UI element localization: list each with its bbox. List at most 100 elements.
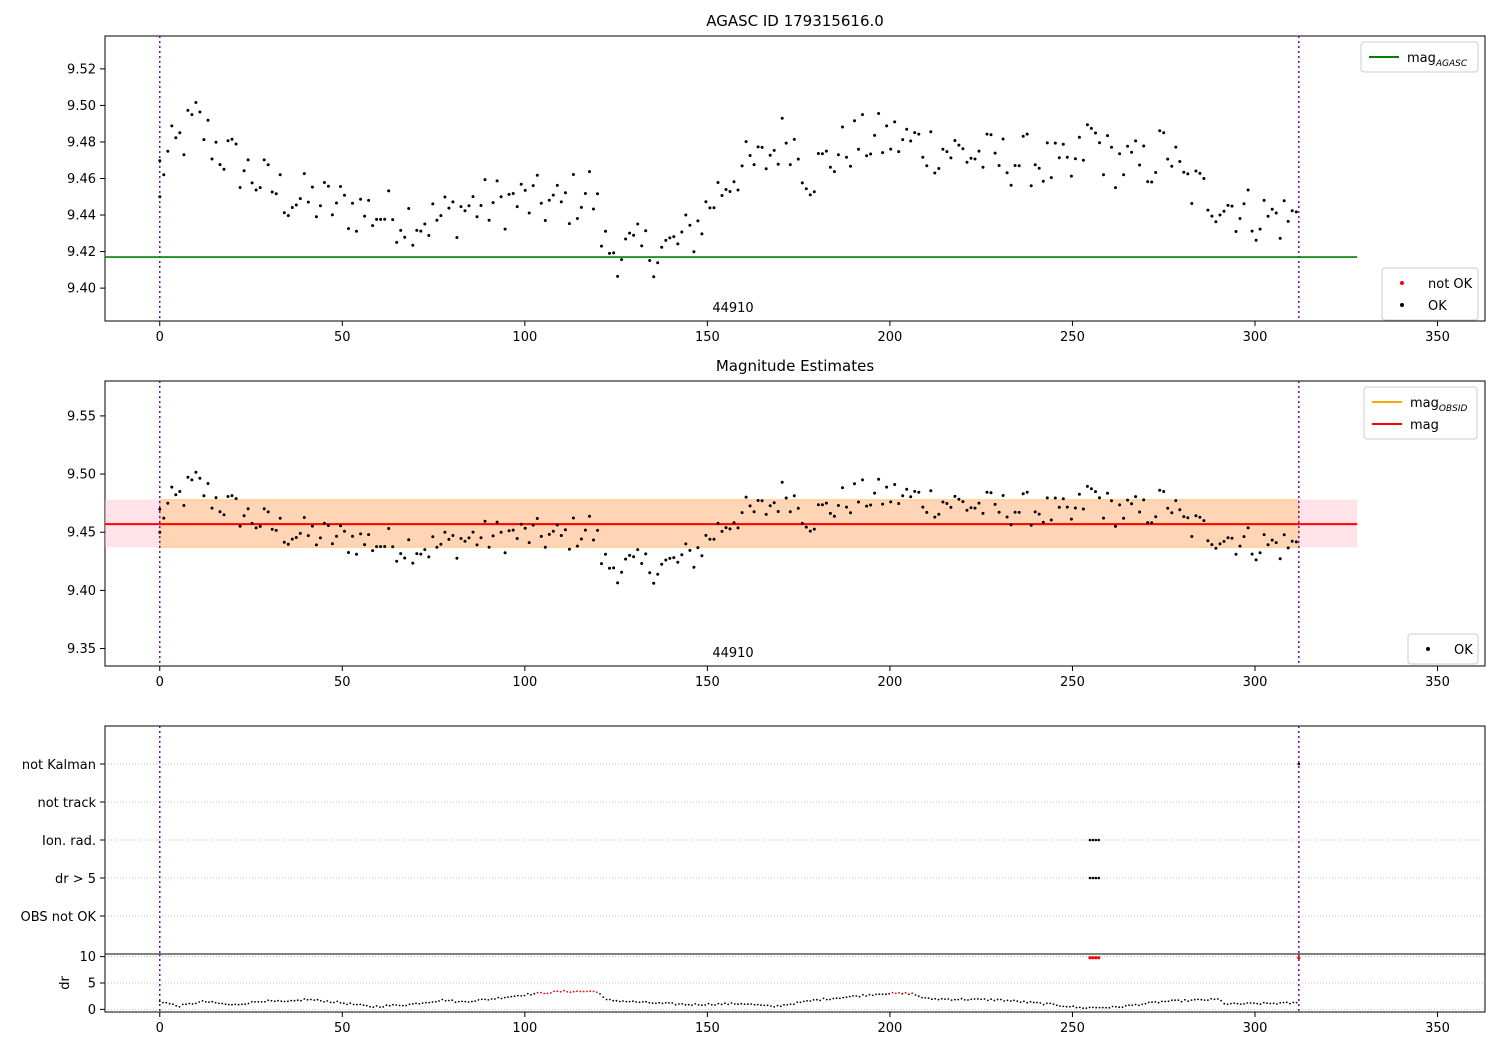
data-point (198, 476, 202, 480)
dr-point (766, 1004, 769, 1007)
data-point (459, 205, 463, 209)
dr-point (835, 997, 838, 1000)
data-point (403, 235, 407, 239)
data-point (704, 200, 708, 204)
data-point (672, 556, 676, 560)
data-point (1081, 507, 1085, 511)
data-point (592, 538, 595, 542)
data-point (628, 553, 632, 557)
data-point (515, 537, 519, 540)
dr-point (1039, 1002, 1042, 1004)
data-point (845, 505, 848, 509)
data-point (230, 137, 234, 141)
dr-point (839, 997, 841, 1000)
dr-point (845, 996, 848, 998)
legend-box (1363, 386, 1478, 440)
dr-point (710, 1003, 713, 1006)
data-point (933, 515, 937, 519)
data-point (543, 545, 547, 549)
dr-point (359, 1003, 362, 1006)
data-point (1270, 207, 1274, 211)
data-point (178, 490, 182, 493)
dr-point (931, 998, 933, 1001)
data-point (427, 555, 431, 559)
dr-point (1262, 1001, 1265, 1004)
dr-point (934, 997, 937, 1000)
dr-point (641, 1000, 644, 1003)
dr-point (770, 1005, 772, 1007)
data-point (937, 167, 941, 170)
dr-point (747, 1003, 749, 1006)
data-point (1094, 131, 1097, 135)
data-point (909, 495, 913, 499)
data-point (841, 486, 844, 490)
x-tick-label: 200 (878, 330, 903, 345)
data-point (1190, 535, 1194, 538)
data-point (756, 145, 760, 149)
data-point (849, 511, 852, 515)
data-point (447, 537, 451, 541)
data-point (575, 217, 579, 220)
dr-point (1108, 1006, 1111, 1009)
data-point (925, 164, 929, 168)
dr-point (1295, 1001, 1298, 1004)
dr-point (661, 1002, 664, 1005)
data-point (371, 549, 375, 553)
data-point (551, 193, 555, 197)
data-point (716, 181, 720, 184)
data-point (832, 170, 836, 174)
data-point (768, 504, 772, 508)
data-point (507, 529, 511, 533)
flag-category-label: not track (37, 796, 96, 811)
data-point (483, 178, 487, 182)
data-point (1025, 490, 1029, 494)
y-tick-label: 9.45 (67, 526, 96, 541)
data-point (1001, 494, 1005, 497)
data-point (1198, 515, 1202, 519)
data-point (1098, 496, 1101, 500)
x-tick-label: 50 (334, 330, 351, 345)
data-point (1278, 236, 1282, 240)
dr-point (1292, 1001, 1295, 1004)
data-point (877, 112, 881, 115)
dr-point (977, 998, 979, 1000)
dr-point (776, 1004, 779, 1007)
dr-point (750, 1003, 753, 1005)
dr-point (431, 1001, 434, 1003)
data-point (969, 506, 973, 510)
data-point (314, 543, 318, 547)
data-point (1106, 134, 1109, 138)
data-point (298, 531, 302, 535)
data-point (343, 529, 346, 533)
data-point (1154, 171, 1158, 174)
data-point (917, 490, 921, 494)
data-point (780, 116, 784, 120)
data-point (310, 524, 314, 528)
dr-point (720, 1003, 723, 1006)
data-point (1025, 132, 1029, 136)
dr-point (1161, 1000, 1163, 1003)
data-point (736, 526, 740, 530)
dr-point (566, 990, 569, 993)
legend-label: OK (1454, 643, 1473, 658)
data-point (1021, 492, 1025, 496)
data-point (559, 200, 563, 204)
data-point (668, 236, 672, 240)
dr-point (954, 998, 956, 1001)
dr-point (158, 1000, 161, 1003)
data-point (841, 125, 844, 129)
dr-point (1249, 1002, 1252, 1004)
data-point (290, 537, 294, 541)
y-tick-label: 9.46 (67, 172, 96, 187)
data-point (993, 502, 997, 506)
dr-point (786, 1004, 789, 1006)
data-point (355, 229, 358, 233)
dr-point (1216, 998, 1219, 1000)
data-point (917, 132, 921, 136)
data-point (1029, 184, 1033, 188)
data-point (1194, 514, 1198, 518)
dr-point (214, 1001, 217, 1004)
flag-point (1297, 762, 1301, 766)
dr-point (1009, 1000, 1012, 1002)
dr-point (540, 991, 542, 994)
